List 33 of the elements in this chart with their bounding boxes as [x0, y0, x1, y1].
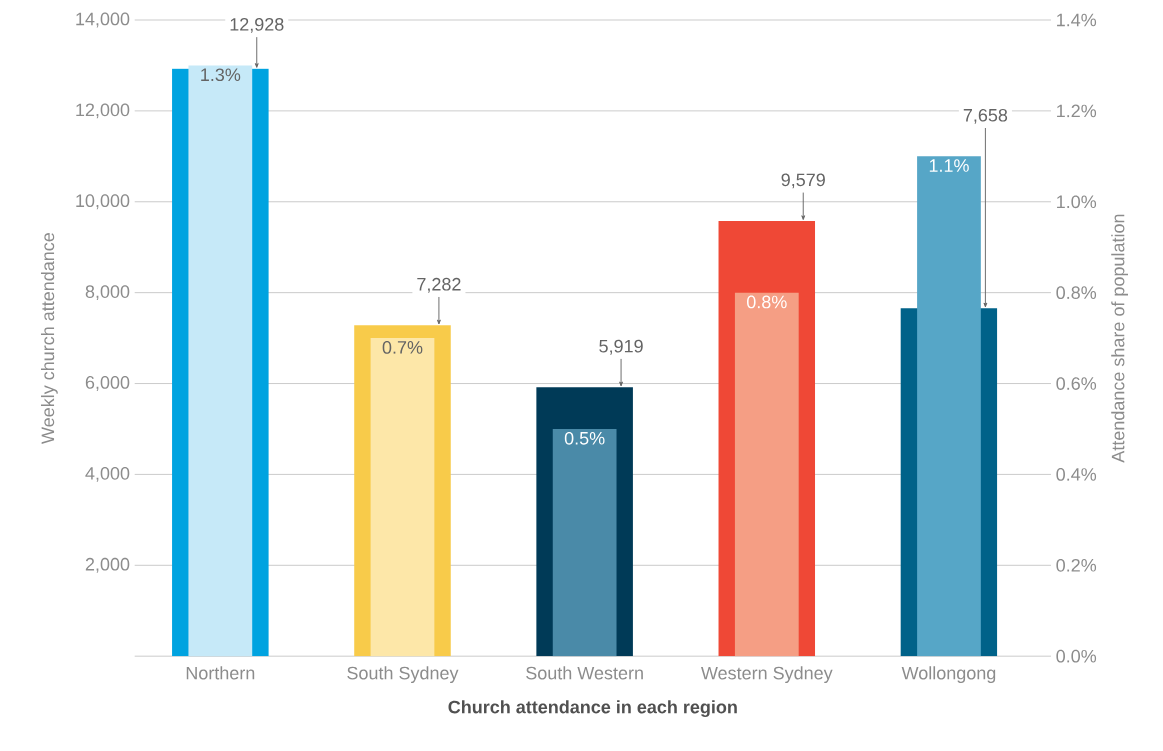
y-tick-label: 14,000 — [76, 12, 130, 28]
x-tick-label: South Sydney — [347, 666, 459, 684]
data-label: 12,928 — [230, 18, 284, 33]
y2-tick-label: 0.8% — [1056, 286, 1097, 300]
data-label: 0.8% — [747, 295, 787, 309]
y2-tick-label: 1.2% — [1057, 104, 1097, 118]
x-tick-label: Wollongong — [901, 666, 996, 684]
y2-axis-title: Attendance share of population — [1111, 214, 1129, 463]
y-tick-label: 2,000 — [85, 557, 130, 573]
x-tick-label: Western Sydney — [701, 666, 833, 684]
data-label: 7,658 — [963, 108, 1008, 124]
data-label: 5,919 — [599, 339, 643, 355]
x-tick-label: South Western — [526, 666, 643, 680]
y-axis-title: Weekly church attendance — [40, 233, 58, 444]
y2-tick-label: 0.0% — [1056, 649, 1097, 663]
data-label: 9,579 — [781, 173, 825, 189]
y-tick-label: 4,000 — [85, 467, 130, 482]
y2-tick-label: 1.4% — [1057, 13, 1097, 27]
y2-tick-label: 0.4% — [1056, 468, 1097, 481]
data-label: 1.3% — [201, 68, 241, 82]
y-tick-label: 10,000 — [76, 194, 130, 210]
y2-tick-label: 0.2% — [1056, 558, 1097, 572]
data-label: 0.5% — [564, 431, 605, 445]
x-axis-title: Church attendance in each region — [448, 700, 737, 718]
data-label: 7,282 — [417, 277, 461, 293]
data-label: 1.1% — [929, 159, 969, 172]
y2-tick-label: 1.0% — [1057, 195, 1097, 209]
y-tick-label: 12,000 — [76, 103, 130, 119]
y-tick-label: 6,000 — [85, 376, 130, 392]
data-label: 0.7% — [382, 341, 423, 354]
y-tick-label: 8,000 — [85, 285, 130, 301]
x-tick-label: Northern — [186, 666, 255, 680]
y2-tick-label: 0.6% — [1056, 377, 1097, 390]
